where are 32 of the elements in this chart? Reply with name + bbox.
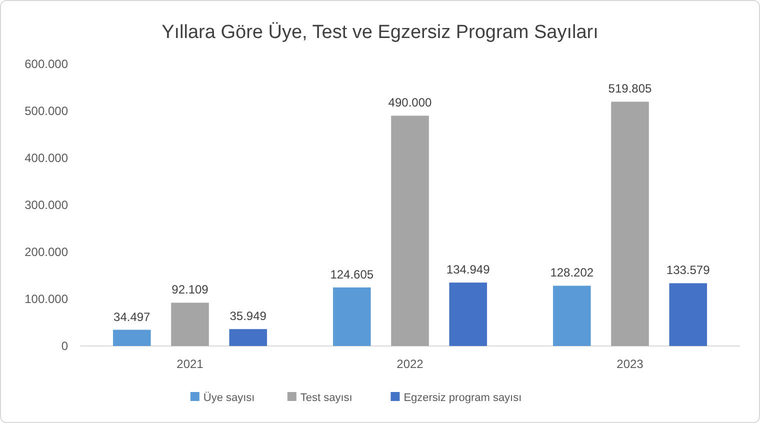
data-label: 134.949: [446, 262, 490, 277]
legend-label: Test sayısı: [300, 392, 352, 404]
chart-title: Yıllara Göre Üye, Test ve Egzersiz Program Sayıları: [162, 22, 598, 43]
data-label: 35.949: [230, 309, 267, 324]
x-tick-label: 2023: [616, 357, 644, 371]
y-tick-label: 0: [61, 339, 68, 354]
data-label: 128.202: [550, 266, 594, 280]
x-tick-label: 2021: [176, 357, 204, 371]
y-tick-label: 300.000: [24, 198, 68, 212]
data-label: 133.579: [666, 263, 710, 278]
bar: [113, 330, 151, 346]
legend-label: Egzersiz program sayısı: [404, 392, 522, 404]
legend-label: Üye sayısı: [203, 390, 255, 404]
bar: [391, 116, 429, 346]
bar: [553, 286, 591, 346]
y-tick-label: 400.000: [24, 151, 68, 166]
bar: [669, 283, 707, 346]
bar: [229, 329, 267, 346]
data-label: 519.805: [608, 82, 652, 96]
data-label: 92.109: [172, 282, 209, 297]
x-tick-label: 2022: [396, 357, 424, 371]
bar: [449, 282, 487, 346]
y-tick-label: 200.000: [24, 245, 68, 260]
bar: [611, 102, 649, 346]
data-label: 124.605: [330, 267, 374, 282]
y-tick-label: 100.000: [24, 292, 68, 306]
bar: [171, 302, 209, 346]
y-tick-label: 600.000: [24, 57, 68, 72]
bar: [333, 287, 371, 346]
data-label: 490.000: [388, 96, 432, 110]
data-label: 34.497: [114, 310, 151, 324]
y-tick-label: 500.000: [24, 104, 68, 118]
